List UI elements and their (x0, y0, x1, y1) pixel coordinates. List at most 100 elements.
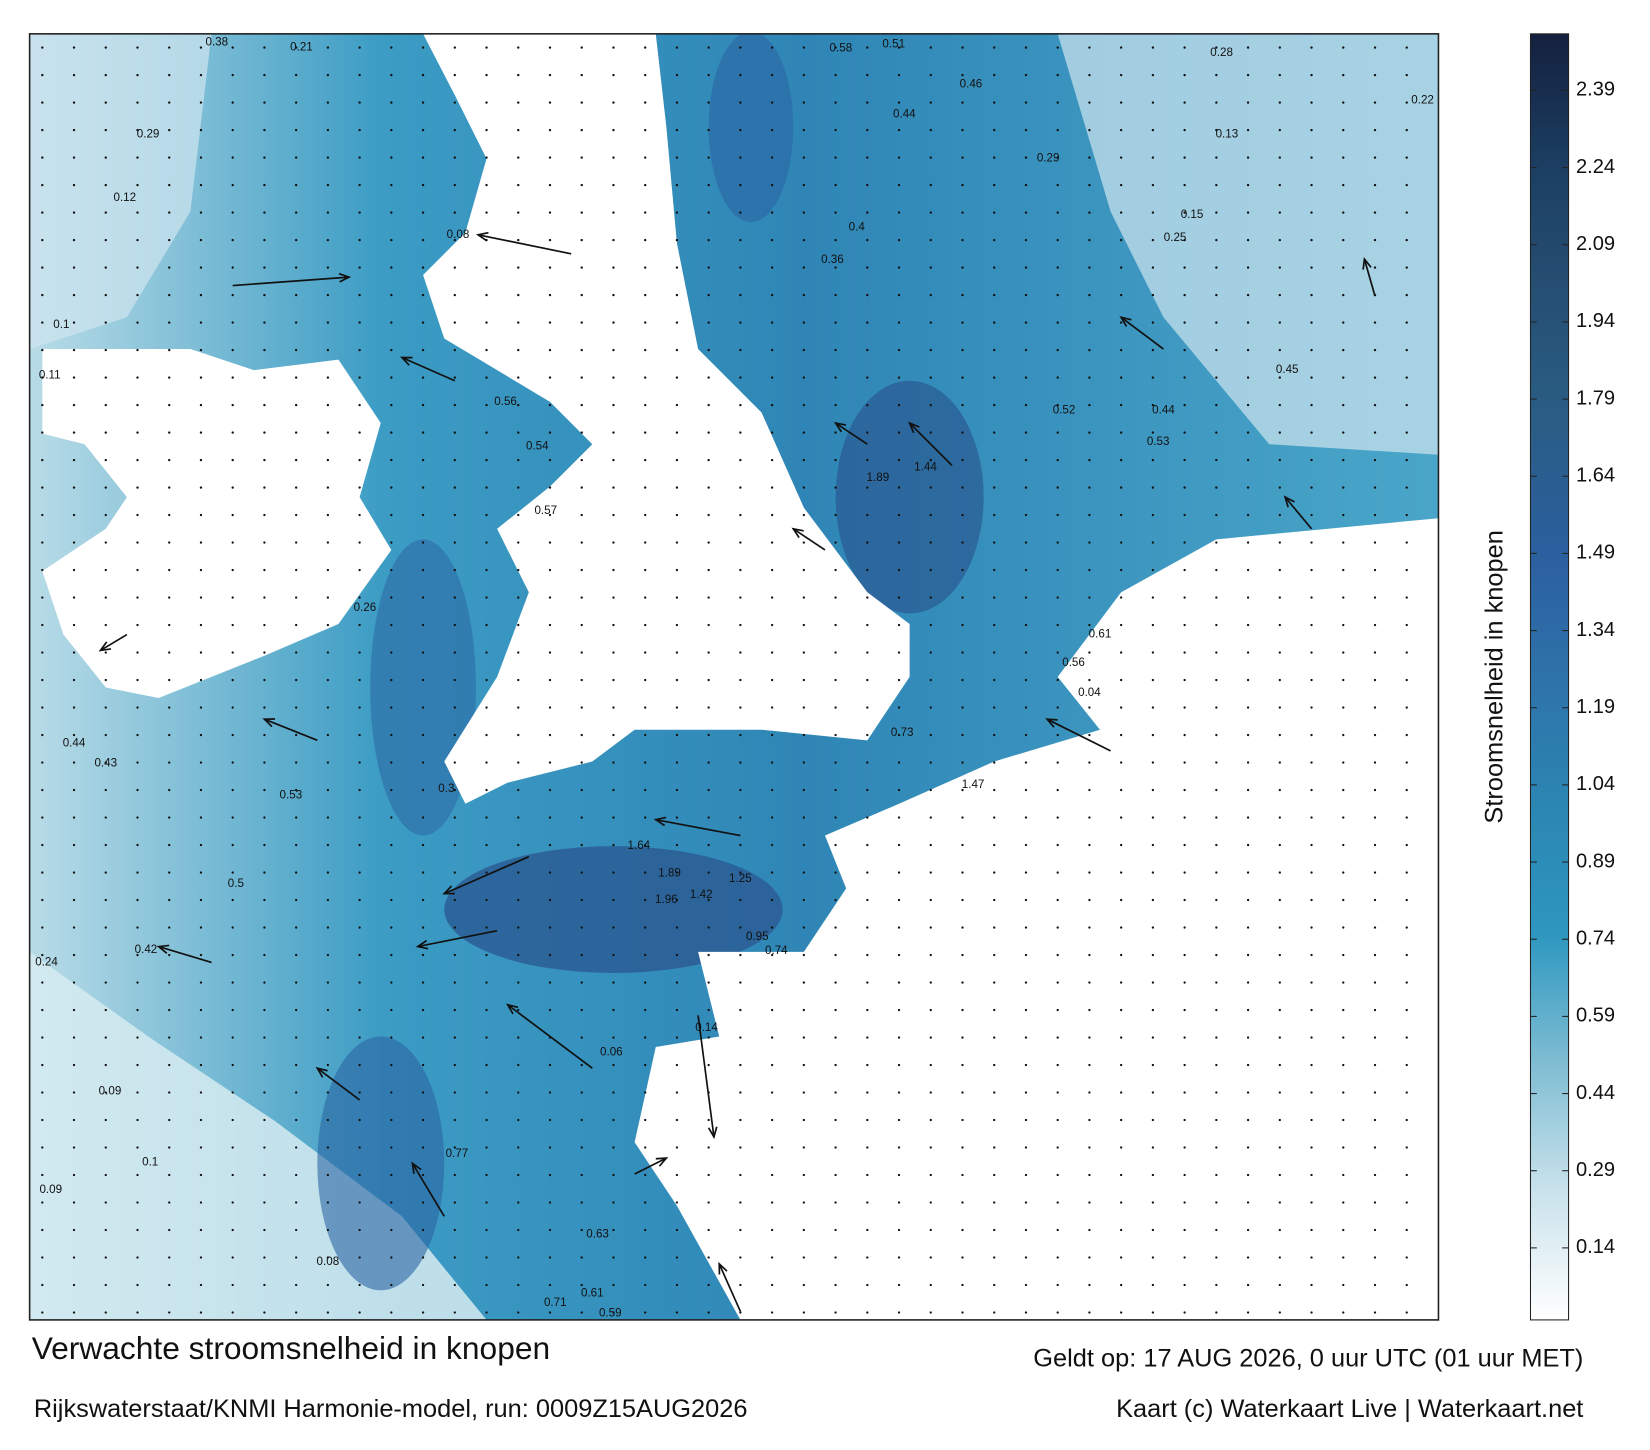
arrow-head (411, 1161, 422, 1174)
grid-dot (866, 678, 869, 682)
grid-dot (929, 211, 932, 214)
grid-dot (390, 1063, 393, 1067)
grid-dot (802, 486, 806, 489)
grid-dot (1310, 706, 1313, 709)
grid-dot (358, 1256, 361, 1259)
grid-dot (1246, 816, 1250, 819)
grid-dot (1246, 211, 1250, 214)
grid-dot (390, 266, 393, 269)
grid-dot (390, 73, 393, 77)
grid-dot (707, 651, 710, 654)
grid-dot (929, 1091, 932, 1094)
grid-dot (1278, 321, 1281, 324)
grid-dot (104, 348, 107, 352)
grid-dot (834, 1118, 837, 1122)
grid-dot (1310, 1228, 1313, 1232)
grid-dot (1246, 458, 1250, 462)
current-arrow (1363, 258, 1376, 297)
grid-dot (72, 238, 76, 242)
grid-dot (961, 1146, 964, 1149)
grid-dot (802, 128, 806, 132)
grid-dot (390, 816, 393, 819)
grid-dot (1056, 816, 1059, 819)
grid-dot (961, 623, 964, 627)
grid-dot (612, 898, 615, 902)
grid-dot (1278, 1091, 1281, 1094)
grid-dot (104, 981, 107, 984)
grid-dot (1024, 761, 1028, 764)
grid-dot (802, 1283, 806, 1287)
grid-dot (929, 981, 932, 984)
grid-dot (770, 46, 774, 49)
grid-dot (866, 981, 869, 984)
grid-dot (770, 541, 774, 544)
grid-dot (326, 1091, 330, 1094)
grid-dot (929, 898, 932, 902)
grid-dot (580, 953, 583, 957)
grid-dot (1278, 513, 1281, 517)
grid-dot (1119, 926, 1123, 929)
grid-dot (1183, 678, 1186, 682)
grid-dot (1310, 1256, 1313, 1259)
grid-dot (961, 348, 964, 352)
grid-dot (1151, 376, 1155, 379)
colorbar-tick-label: 0.59 (1576, 1005, 1615, 1027)
grid-dot (1405, 981, 1408, 984)
grid-dot (1151, 953, 1155, 957)
grid-dot (739, 871, 742, 874)
grid-dot (1342, 1118, 1345, 1122)
grid-dot (834, 1173, 837, 1177)
grid-dot (580, 73, 583, 77)
grid-dot (1119, 1201, 1123, 1204)
current-speed-label: 0.95 (746, 930, 769, 943)
grid-dot (421, 926, 425, 929)
grid-dot (707, 73, 710, 77)
grid-dot (1310, 1091, 1313, 1094)
grid-dot (834, 348, 837, 352)
grid-dot (1024, 926, 1028, 929)
grid-dot (517, 1311, 520, 1314)
grid-dot (104, 623, 107, 627)
grid-dot (866, 1091, 869, 1094)
grid-dot (548, 293, 552, 297)
grid-dot (580, 926, 583, 929)
grid-dot (770, 596, 774, 599)
map-title: Verwachte stroomsnelheid in knopen (32, 1330, 550, 1366)
grid-dot (421, 211, 425, 214)
grid-dot (231, 761, 234, 764)
grid-dot (548, 1091, 552, 1094)
grid-dot (707, 623, 710, 627)
grid-dot (897, 376, 901, 379)
arrow-head (475, 231, 489, 242)
grid-dot (1278, 238, 1281, 242)
grid-dot (1183, 596, 1186, 599)
grid-dot (1151, 458, 1155, 462)
grid-dot (1183, 431, 1186, 434)
grid-dot (1183, 1283, 1186, 1287)
grid-dot (770, 348, 774, 352)
grid-dot (326, 1201, 330, 1204)
grid-dot (1183, 651, 1186, 654)
grid-dot (1088, 706, 1091, 709)
grid-dot (644, 183, 647, 187)
grid-dot (707, 211, 710, 214)
grid-dot (421, 101, 425, 104)
grid-dot (72, 1091, 76, 1094)
grid-dot (1056, 73, 1059, 77)
grid-dot (1342, 816, 1345, 819)
grid-dot (961, 706, 964, 709)
grid-dot (993, 1118, 996, 1122)
grid-dot (104, 1008, 107, 1012)
grid-dot (72, 981, 76, 984)
grid-dot (231, 1146, 234, 1149)
grid-dot (1246, 73, 1250, 77)
grid-dot (548, 816, 552, 819)
grid-dot (834, 1228, 837, 1232)
grid-dot (675, 1256, 679, 1259)
grid-dot (897, 623, 901, 627)
grid-dot (1278, 843, 1281, 847)
grid-dot (294, 981, 298, 984)
grid-dot (707, 733, 710, 737)
grid-dot (707, 981, 710, 984)
grid-dot (421, 1173, 425, 1177)
